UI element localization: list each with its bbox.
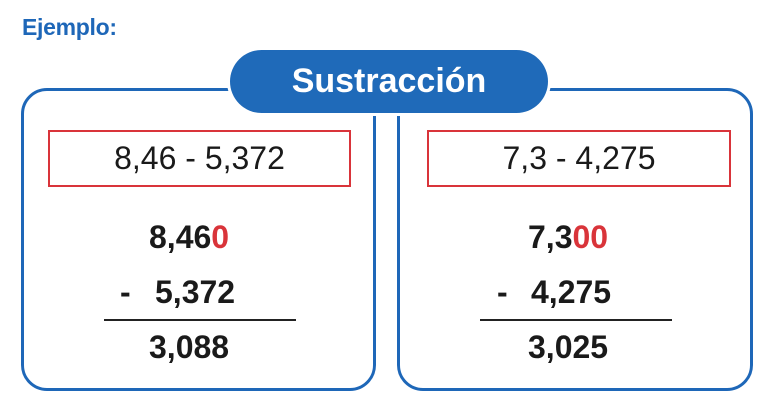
minus-sign: - bbox=[497, 274, 508, 310]
added-zeros: 00 bbox=[572, 219, 609, 255]
sum-line bbox=[104, 319, 296, 321]
sum-line bbox=[480, 319, 672, 321]
result-row: 3,025 bbox=[528, 329, 609, 365]
example-heading: Ejemplo: bbox=[22, 14, 117, 40]
minuend-row: 7,300 bbox=[528, 219, 608, 256]
minuend-digits: 7,3 bbox=[528, 219, 573, 255]
subtrahend-row: 4,275 bbox=[531, 274, 612, 310]
expression-text: 7,3 - 4,275 bbox=[502, 140, 656, 176]
expression-box: 7,3 - 4,275 bbox=[427, 130, 731, 187]
expression-text: 8,46 - 5,372 bbox=[114, 140, 285, 176]
minus-sign: - bbox=[120, 274, 131, 310]
section-title-pill: Sustracción bbox=[230, 50, 548, 113]
minuend-row: 8,460 bbox=[149, 219, 229, 256]
minuend-digits: 8,46 bbox=[149, 219, 212, 255]
subtrahend-row: 5,372 bbox=[155, 274, 236, 310]
subtraction-card-right: 7,3 - 4,275 7,300 - 4,275 3,025 bbox=[397, 88, 753, 391]
expression-box: 8,46 - 5,372 bbox=[48, 130, 351, 187]
added-zero: 0 bbox=[211, 219, 230, 255]
subtraction-card-left: 8,46 - 5,372 8,460 - 5,372 3,088 bbox=[21, 88, 376, 391]
result-row: 3,088 bbox=[149, 329, 230, 365]
section-title: Sustracción bbox=[291, 62, 487, 100]
